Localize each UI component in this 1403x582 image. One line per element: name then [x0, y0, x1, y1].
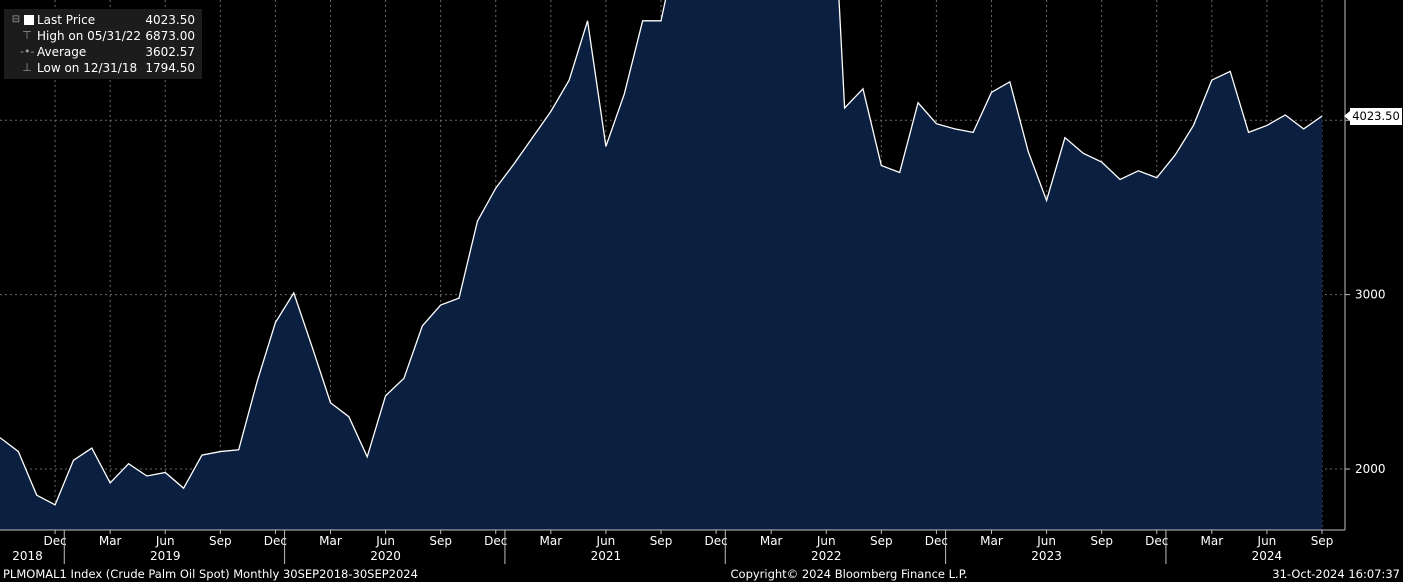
x-tick-label-23: Sep	[1311, 534, 1334, 548]
collapse-icon[interactable]: ⊟	[11, 14, 21, 25]
x-tick-label-4: Dec	[264, 534, 287, 548]
footer-copyright-text: Copyright© 2024 Bloomberg Finance L.P.	[731, 567, 968, 581]
x-tick-label-0: Dec	[43, 534, 66, 548]
legend-low-value: 1794.50	[145, 61, 195, 75]
legend-high: ⊤ High on 05/31/22 6873.00	[4, 28, 202, 44]
year-label-2024: 2024	[1252, 549, 1283, 563]
year-label-2020: 2020	[370, 549, 401, 563]
year-label-2022: 2022	[811, 549, 842, 563]
legend-average-value: 3602.57	[145, 45, 195, 59]
x-tick-label-17: Mar	[980, 534, 1003, 548]
footer-timestamp-text: 31-Oct-2024 16:07:37	[1272, 567, 1400, 581]
footer-ticker-text: PLMOMAL1 Index (Crude Palm Oil Spot) Mon…	[3, 567, 418, 581]
x-tick-label-16: Dec	[925, 534, 948, 548]
x-tick-label-10: Jun	[596, 534, 616, 548]
x-tick-label-20: Dec	[1145, 534, 1168, 548]
year-label-2018: 2018	[12, 549, 43, 563]
legend-high-value: 6873.00	[145, 29, 195, 43]
average-marker-icon: -•-	[20, 45, 35, 58]
year-label-2019: 2019	[150, 549, 181, 563]
area-layer	[0, 0, 1323, 530]
x-tick-label-11: Sep	[650, 534, 673, 548]
x-tick-label-8: Dec	[484, 534, 507, 548]
last-price-swatch	[24, 15, 34, 25]
price-area-fill	[0, 0, 1322, 530]
legend-average: -•- Average 3602.57	[4, 44, 202, 60]
y-tick-label-2000: 2000	[1355, 462, 1386, 476]
legend-last-price-label: Last Price	[37, 13, 96, 27]
chart-legend: ⊟ Last Price 4023.50 ⊤ High on 05/31/22 …	[4, 9, 202, 79]
high-marker-icon: ⊤	[22, 29, 32, 42]
legend-low: ⊥ Low on 12/31/18 1794.50	[4, 60, 202, 76]
x-tick-label-2: Jun	[155, 534, 175, 548]
legend-average-label: Average	[37, 45, 87, 59]
low-marker-icon: ⊥	[22, 61, 32, 74]
x-tick-label-13: Mar	[760, 534, 783, 548]
y-tick-label-3000: 3000	[1355, 288, 1386, 302]
year-label-2023: 2023	[1031, 549, 1062, 563]
legend-high-label: High on 05/31/22	[37, 29, 142, 43]
x-tick-label-21: Mar	[1201, 534, 1224, 548]
x-tick-label-7: Sep	[429, 534, 452, 548]
x-tick-label-12: Dec	[704, 534, 727, 548]
last-price-tag: 4023.50	[1344, 107, 1402, 125]
x-tick-label-18: Jun	[1036, 534, 1056, 548]
x-tick-label-22: Jun	[1257, 534, 1277, 548]
footer-layer: PLMOMAL1 Index (Crude Palm Oil Spot) Mon…	[3, 567, 1400, 581]
x-tick-label-14: Jun	[816, 534, 836, 548]
price-line	[0, 0, 1323, 506]
x-tick-label-6: Jun	[375, 534, 395, 548]
x-tick-label-5: Mar	[319, 534, 342, 548]
legend-last-price: ⊟ Last Price 4023.50	[4, 12, 202, 28]
x-tick-label-3: Sep	[209, 534, 232, 548]
x-tick-label-1: Mar	[99, 534, 122, 548]
x-tick-label-19: Sep	[1090, 534, 1113, 548]
legend-last-price-value: 4023.50	[145, 13, 195, 27]
legend-low-label: Low on 12/31/18	[37, 61, 138, 75]
year-label-2021: 2021	[591, 549, 622, 563]
x-tick-label-15: Sep	[870, 534, 893, 548]
x-tick-label-9: Mar	[540, 534, 563, 548]
